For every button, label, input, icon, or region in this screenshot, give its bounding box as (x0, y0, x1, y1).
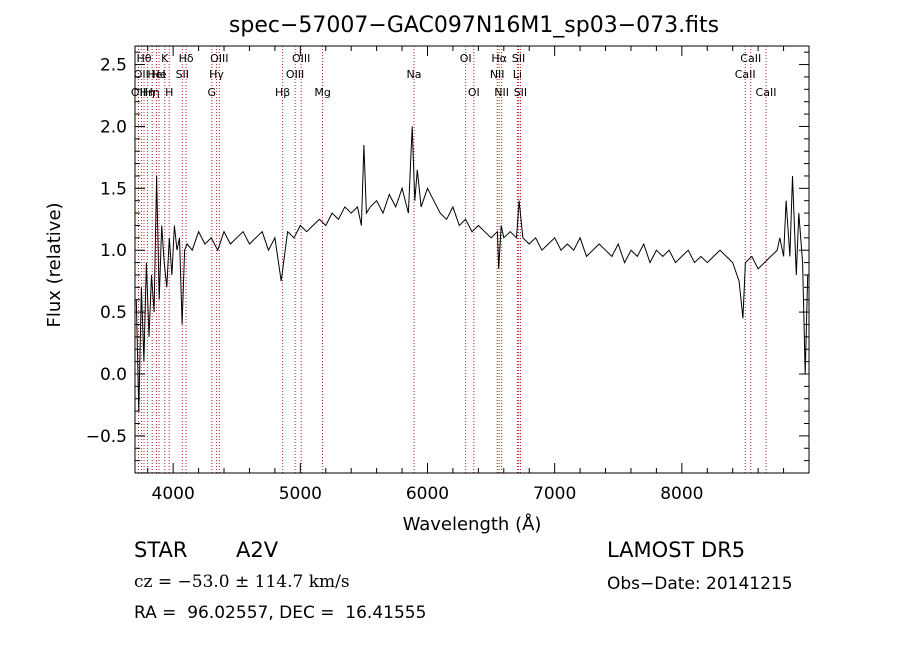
redshift-velocity: cz = −53.0 ± 114.7 km/s (134, 572, 350, 592)
line-marker-label: Hη (140, 86, 155, 99)
chart-title: spec−57007−GAC097N16M1_sp03−073.fits (229, 13, 719, 38)
line-marker-label: OII (131, 86, 146, 99)
line-marker-label: HeI (147, 68, 165, 81)
line-marker-label: Hγ (209, 68, 224, 81)
y-axis-label: Flux (relative) (44, 202, 65, 327)
y-tick-label: 2.5 (100, 56, 127, 76)
line-marker-label: H (165, 86, 173, 99)
line-marker-label: CaII (735, 68, 756, 81)
line-marker-label: OI (468, 86, 480, 99)
line-marker-label: SII (176, 68, 189, 81)
y-tick-label: 1.0 (100, 241, 127, 261)
y-tick-label: 0.5 (100, 303, 127, 323)
x-tick-label: 6000 (406, 484, 449, 504)
line-marker-label: OIII (292, 52, 310, 65)
x-tick-label: 8000 (660, 484, 703, 504)
y-tick-label: 2.0 (100, 117, 127, 137)
survey-label: LAMOST DR5 (607, 538, 746, 562)
line-marker-label: SII (512, 52, 525, 65)
y-axis-ticks: −0.5 0.0 0.5 1.0 1.5 2.0 2.5 (86, 51, 809, 474)
line-marker-label: Hβ (275, 86, 290, 99)
line-marker-label: SII (514, 86, 527, 99)
line-marker-label: Hη (145, 86, 160, 99)
y-tick-label: 1.5 (100, 179, 127, 199)
line-marker-label: Hθ (137, 52, 152, 65)
object-subclass: A2V (236, 538, 279, 562)
y-tick-label: 0.0 (100, 365, 127, 385)
line-marker-label: NII (494, 86, 509, 99)
line-marker-label: He (152, 68, 167, 81)
plot-frame (134, 45, 810, 474)
line-marker-label: Na (407, 68, 422, 81)
observation-date: Obs−Date: 20141215 (607, 574, 793, 594)
line-marker-label: G (208, 86, 217, 99)
x-axis-label: Wavelength (Å) (403, 513, 542, 535)
y-tick-label: −0.5 (86, 427, 127, 447)
line-marker-label: OI (460, 52, 472, 65)
line-marker-labels: OIIOIIHθHηHηHeIHeKHSIIHδGHγOIIIHβOIIIOII… (131, 52, 777, 99)
line-marker-label: OIII (286, 68, 304, 81)
line-marker-label: Hα (491, 52, 507, 65)
line-marker-label: OII (134, 68, 149, 81)
line-marker-label: Mg (314, 86, 330, 99)
line-markers (137, 46, 767, 473)
spectrum-series-line (135, 126, 809, 412)
sky-position: RA = 96.02557, DEC = 16.41555 (134, 603, 427, 623)
line-marker-label: CaII (740, 52, 761, 65)
line-marker-label: OIII (210, 52, 228, 65)
x-axis-ticks: 4000 5000 6000 7000 8000 (147, 46, 785, 504)
line-marker-label: Li (513, 68, 522, 81)
line-marker-label: NII (490, 68, 505, 81)
line-marker-label: Hδ (179, 52, 194, 65)
x-tick-label: 4000 (152, 484, 195, 504)
line-marker-label: CaII (756, 86, 777, 99)
object-class: STAR (134, 538, 188, 562)
line-marker-label: K (161, 52, 169, 65)
x-tick-label: 5000 (279, 484, 322, 504)
x-tick-label: 7000 (533, 484, 576, 504)
